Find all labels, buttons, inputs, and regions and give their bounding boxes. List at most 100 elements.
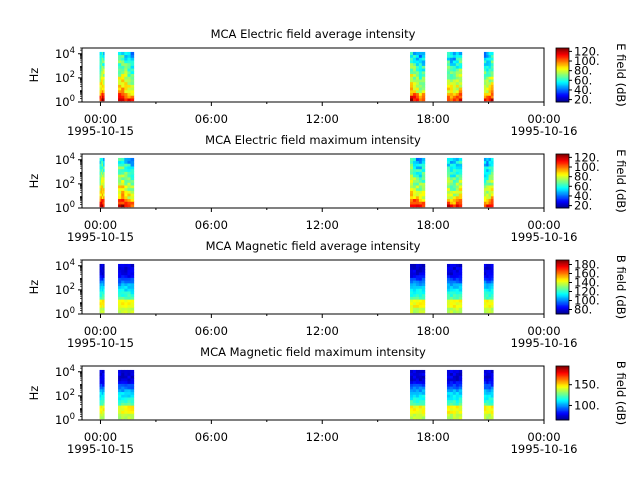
heatmap-cell xyxy=(410,296,414,300)
heatmap-cell xyxy=(488,98,492,102)
heatmap-cell xyxy=(452,193,457,197)
heatmap-cell xyxy=(101,407,104,412)
heatmap-cell xyxy=(101,378,104,382)
heatmap-cell xyxy=(121,372,125,376)
heatmap-cell xyxy=(483,397,487,401)
heatmap-cell xyxy=(483,179,487,183)
heatmap-cell xyxy=(490,269,494,273)
heatmap-cell xyxy=(446,157,451,162)
heatmap-cell xyxy=(418,307,423,311)
heatmap-cell xyxy=(486,70,489,75)
heatmap-cell xyxy=(449,195,454,200)
heatmap-cell xyxy=(455,79,460,83)
heatmap-cell xyxy=(415,375,420,379)
heatmap-cell xyxy=(124,79,128,83)
heatmap-cell xyxy=(121,201,125,205)
heatmap-cell xyxy=(410,394,414,398)
heatmap-cell xyxy=(483,383,487,387)
heatmap-cell xyxy=(124,185,128,189)
heatmap-cell xyxy=(452,190,457,194)
heatmap-cell xyxy=(449,372,454,376)
heatmap-cell xyxy=(488,299,492,303)
heatmap-cell xyxy=(101,263,104,268)
heatmap-cell xyxy=(421,195,426,200)
heatmap-cell xyxy=(486,81,489,85)
heatmap-cell xyxy=(449,413,454,417)
heatmap-cell xyxy=(449,274,454,278)
heatmap-cell xyxy=(118,301,122,306)
heatmap-cell xyxy=(410,304,414,308)
heatmap-cell xyxy=(449,288,454,292)
heatmap-cell xyxy=(418,369,423,374)
heatmap-cell xyxy=(421,68,426,72)
heatmap-cell xyxy=(486,301,489,306)
heatmap-cell xyxy=(101,410,104,414)
heatmap-cell xyxy=(415,269,420,273)
heatmap-cell xyxy=(486,95,489,99)
heatmap-cell xyxy=(486,190,489,194)
heatmap-cell xyxy=(130,185,135,189)
heatmap-cell xyxy=(449,176,454,181)
heatmap-cell xyxy=(449,266,454,270)
heatmap-cell xyxy=(488,160,492,164)
heatmap-cell xyxy=(446,79,451,83)
heatmap-cell xyxy=(121,168,125,172)
heatmap-cell xyxy=(127,81,131,85)
heatmap-cell xyxy=(458,51,463,56)
heatmap-cell xyxy=(412,79,417,83)
heatmap-cell xyxy=(99,399,102,403)
heatmap-cell xyxy=(449,310,454,314)
heatmap-cell xyxy=(452,378,457,382)
heatmap-cell xyxy=(101,198,104,202)
heatmap-cell xyxy=(449,282,454,287)
heatmap-cell xyxy=(483,68,487,72)
colorbar-segment xyxy=(556,198,569,201)
heatmap-cell xyxy=(99,277,102,281)
heatmap-cell xyxy=(118,307,122,311)
heatmap-cell xyxy=(121,304,125,308)
colorbar-segment xyxy=(556,77,569,80)
heatmap-cell xyxy=(410,185,414,189)
heatmap-cell xyxy=(101,73,104,77)
x-tick-label: 06:00 xyxy=(195,324,228,338)
heatmap-cell xyxy=(490,405,494,409)
heatmap-cell xyxy=(446,301,451,306)
heatmap-cell xyxy=(121,79,125,83)
heatmap-cell xyxy=(412,407,417,412)
heatmap-cell xyxy=(121,378,125,382)
heatmap-cell xyxy=(449,293,454,297)
heatmap-cell xyxy=(455,70,460,75)
heatmap-cell xyxy=(452,263,457,268)
heatmap-cell xyxy=(415,299,420,303)
heatmap-cell xyxy=(127,263,131,268)
heatmap-cell xyxy=(486,54,489,58)
heatmap-cell xyxy=(415,263,420,268)
heatmap-cell xyxy=(412,372,417,376)
heatmap-cell xyxy=(452,413,457,417)
heatmap-cell xyxy=(103,70,105,75)
colorbar-segment xyxy=(556,379,569,382)
heatmap-cell xyxy=(415,185,420,189)
heatmap-cell xyxy=(124,301,128,306)
heatmap-cell xyxy=(127,166,131,170)
heatmap-cell xyxy=(418,62,423,66)
heatmap-cell xyxy=(421,95,426,99)
colorbar-tick-label: 120. xyxy=(574,285,600,299)
heatmap-cell xyxy=(121,176,125,181)
heatmap-cell xyxy=(124,375,128,379)
heatmap-cell xyxy=(130,383,135,387)
heatmap-cell xyxy=(121,81,125,85)
heatmap-cell xyxy=(415,285,420,289)
heatmap-cell xyxy=(124,62,128,66)
heatmap-cell xyxy=(449,204,454,208)
heatmap-cell xyxy=(486,269,489,273)
heatmap-cell xyxy=(127,391,131,395)
heatmap-cell xyxy=(490,391,494,395)
panel-3: MCA Magnetic field average intensity00:0… xyxy=(27,239,628,350)
heatmap-cell xyxy=(99,391,102,395)
x-tick-label: 18:00 xyxy=(417,112,450,126)
y-axis-label: Hz xyxy=(27,174,41,189)
heatmap-cell xyxy=(486,304,489,308)
colorbar-segment xyxy=(556,80,569,83)
heatmap-cell xyxy=(101,168,104,172)
